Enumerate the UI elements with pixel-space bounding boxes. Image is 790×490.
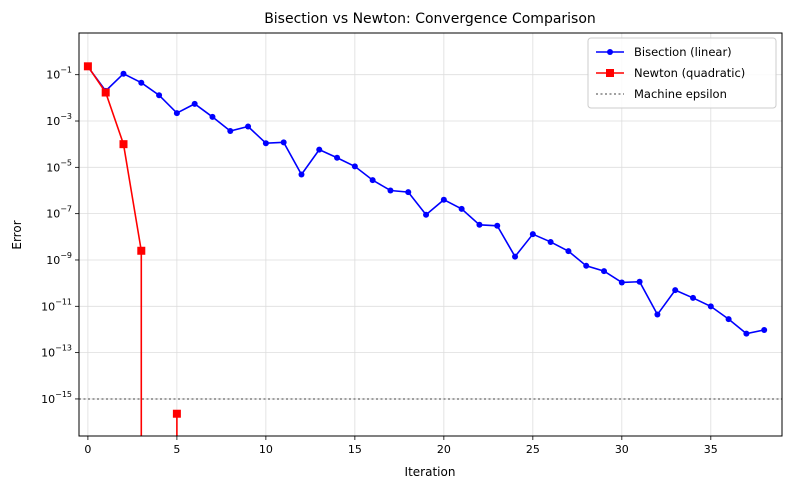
bisection-point <box>476 221 483 228</box>
bisection-point <box>672 287 679 294</box>
newton-point <box>137 246 146 255</box>
bisection-point <box>156 92 163 99</box>
bisection-point <box>120 70 127 77</box>
x-tick-label: 0 <box>84 443 91 456</box>
bisection-point <box>262 140 269 147</box>
legend-swatch-marker <box>607 49 613 55</box>
x-tick-label: 10 <box>259 443 273 456</box>
legend-box <box>587 37 777 109</box>
bisection-point <box>227 128 234 135</box>
x-axis-ticks: 0 5 10 15 20 25 30 35 <box>84 436 718 456</box>
newton-point <box>83 62 92 71</box>
bisection-point <box>512 253 519 260</box>
bisection-point <box>173 110 180 117</box>
x-tick-label: 30 <box>615 443 629 456</box>
bisection-point <box>191 100 198 107</box>
legend-label: Bisection (linear) <box>634 45 732 59</box>
x-tick-label: 25 <box>526 443 540 456</box>
bisection-point <box>334 154 341 161</box>
bisection-point <box>707 303 714 310</box>
bisection-point <box>245 123 252 130</box>
legend-label: Machine epsilon <box>634 87 727 101</box>
bisection-point <box>280 139 287 146</box>
newton-point <box>172 409 181 418</box>
bisection-point <box>440 196 447 203</box>
bisection-point <box>494 222 501 229</box>
newton-point <box>101 88 110 97</box>
bisection-point <box>423 211 430 218</box>
bisection-point <box>138 79 145 86</box>
legend-label: Newton (quadratic) <box>634 66 745 80</box>
bisection-point <box>636 278 643 285</box>
bisection-point <box>618 279 625 286</box>
legend: Bisection (linear) Newton (quadratic) Mach… <box>587 37 777 109</box>
x-tick-label: 35 <box>704 443 718 456</box>
bisection-point <box>369 177 376 184</box>
series-layer <box>83 62 768 436</box>
bisection-point <box>298 171 305 178</box>
bisection-point <box>565 248 572 255</box>
bisection-point <box>547 238 554 245</box>
chart-title: Bisection vs Newton: Convergence Compari… <box>264 11 596 27</box>
x-tick-label: 15 <box>348 443 362 456</box>
bisection-point <box>761 326 768 333</box>
bisection-point <box>405 189 412 196</box>
bisection-point <box>209 113 216 120</box>
legend-swatch-marker <box>606 69 614 77</box>
bisection-point <box>458 205 465 212</box>
bisection-point <box>601 268 608 275</box>
bisection-point <box>529 231 536 238</box>
x-axis-label: Iteration <box>405 465 456 479</box>
x-tick-label: 20 <box>437 443 451 456</box>
bisection-point <box>725 316 732 323</box>
bisection-point <box>654 311 661 318</box>
plot-frame <box>78 32 783 437</box>
bisection-point <box>690 294 697 301</box>
bisection-point <box>316 146 323 153</box>
newton-point <box>119 140 128 149</box>
y-axis-label: Error <box>10 220 24 249</box>
bisection-point <box>583 262 590 269</box>
x-tick-label: 5 <box>173 443 180 456</box>
bisection-point <box>387 187 394 194</box>
bisection-point <box>743 330 750 337</box>
bisection-point <box>351 163 358 170</box>
